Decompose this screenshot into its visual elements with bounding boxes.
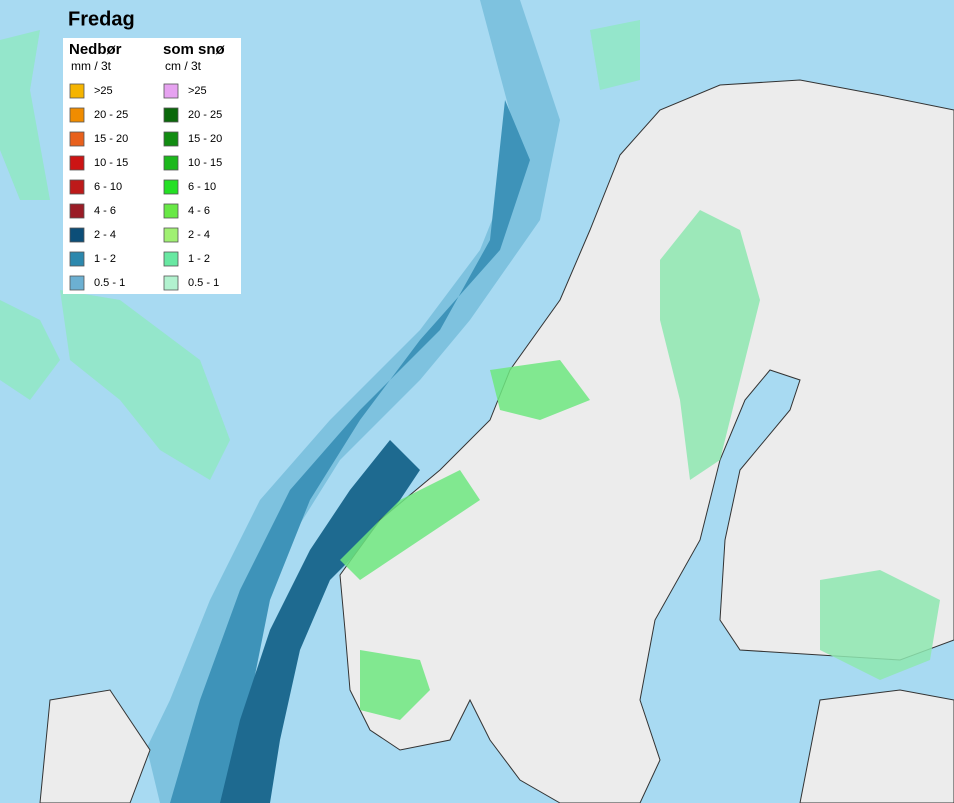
legend-swatch <box>163 155 179 171</box>
legend-label: 1 - 2 <box>188 253 210 265</box>
legend-label: 4 - 6 <box>188 205 210 217</box>
legend-label: 1 - 2 <box>94 253 116 265</box>
legend-label: 15 - 20 <box>188 133 222 145</box>
legend-label: 10 - 15 <box>188 157 222 169</box>
precip-light <box>120 0 560 803</box>
snow-light-sea <box>0 290 230 480</box>
legend-heading: Nedbør <box>69 41 122 58</box>
legend-unit: mm / 3t <box>71 59 112 73</box>
legend-swatch <box>163 275 179 291</box>
legend: Nedbør mm / 3t som snø cm / 3t >25 20 - 2… <box>69 41 226 291</box>
legend-label: 2 - 4 <box>188 229 210 241</box>
legend-label: 10 - 15 <box>94 157 128 169</box>
legend-swatch <box>69 83 85 99</box>
legend-swatch <box>69 227 85 243</box>
legend-swatch <box>163 203 179 219</box>
legend-swatch <box>69 131 85 147</box>
legend-swatch <box>69 251 85 267</box>
snow-inland <box>660 210 940 680</box>
legend-label: 20 - 25 <box>94 109 128 121</box>
legend-swatch <box>69 179 85 195</box>
legend-label: 6 - 10 <box>94 181 122 193</box>
legend-label: >25 <box>188 85 207 97</box>
legend-label: 20 - 25 <box>188 109 222 121</box>
map-title: Fredag <box>68 8 135 30</box>
legend-label: 4 - 6 <box>94 205 116 217</box>
legend-swatch <box>163 179 179 195</box>
legend-label: 15 - 20 <box>94 133 128 145</box>
legend-swatch <box>69 155 85 171</box>
land-baltic <box>799 689 954 803</box>
legend-swatch <box>69 107 85 123</box>
legend-label: 0.5 - 1 <box>188 277 219 289</box>
precip-medium <box>170 100 530 803</box>
snow-norway <box>340 360 590 720</box>
legend-swatch <box>163 83 179 99</box>
legend-box <box>63 38 241 294</box>
land-scotland <box>39 689 151 803</box>
legend-swatch <box>163 227 179 243</box>
legend-label: 2 - 4 <box>94 229 116 241</box>
legend-swatch <box>163 251 179 267</box>
legend-swatch <box>163 131 179 147</box>
legend-unit: cm / 3t <box>165 59 202 73</box>
legend-label: 0.5 - 1 <box>94 277 125 289</box>
legend-swatch <box>69 203 85 219</box>
legend-label: >25 <box>94 85 113 97</box>
legend-swatch <box>69 275 85 291</box>
legend-swatch <box>163 107 179 123</box>
legend-heading: som snø <box>163 41 226 58</box>
legend-label: 6 - 10 <box>188 181 216 193</box>
